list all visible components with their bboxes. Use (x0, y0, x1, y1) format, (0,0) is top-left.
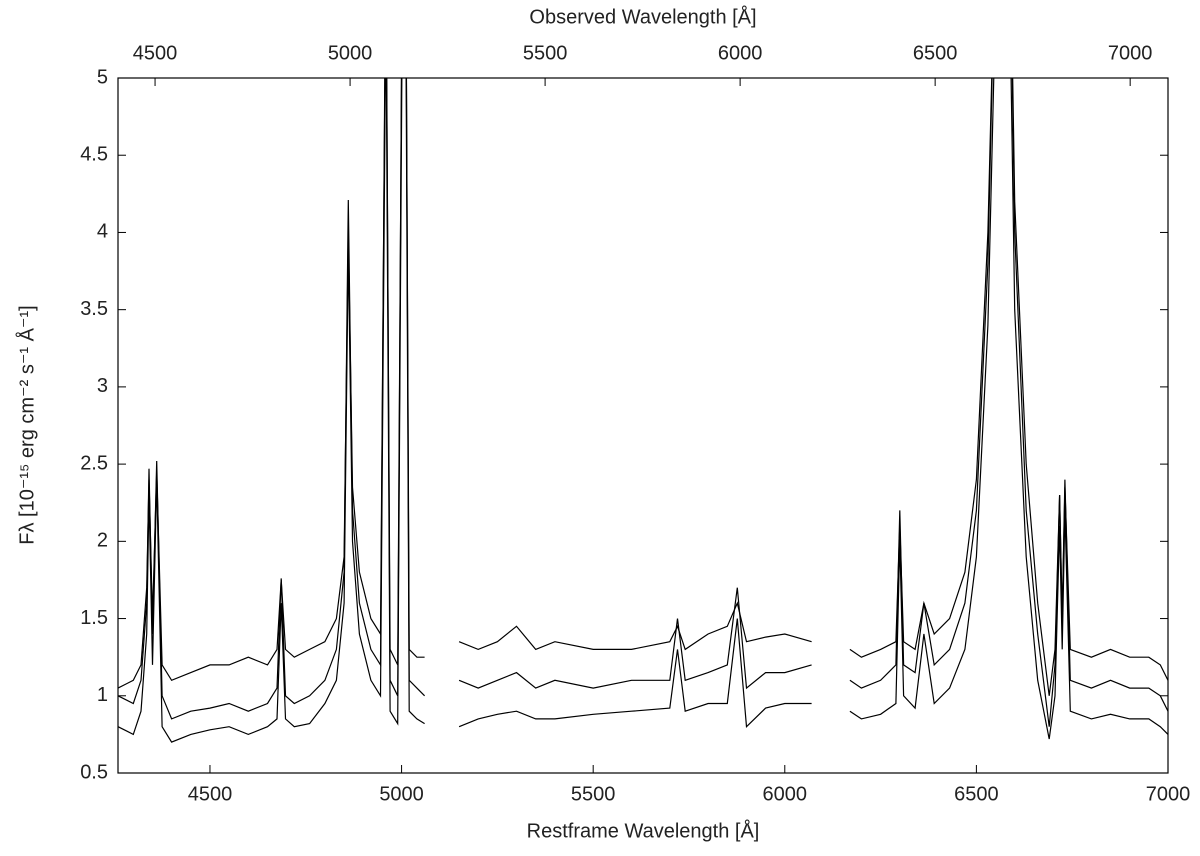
x-tick-label: 7000 (1146, 783, 1191, 805)
spectrum-line (118, 78, 1168, 727)
x2-tick-label: 5000 (328, 42, 373, 64)
x-tick-label: 6500 (954, 783, 999, 805)
x2-tick-label: 6000 (718, 42, 763, 64)
plot-frame (117, 77, 1169, 774)
y-tick-label: 2 (97, 530, 108, 552)
y-tick-label: 1 (97, 684, 108, 706)
x2-axis-label: Observed Wavelength [Å] (529, 5, 756, 28)
y-tick-label: 1.5 (80, 607, 108, 629)
x2-tick-label: 4500 (133, 42, 178, 64)
x2-tick-label: 5500 (523, 42, 568, 64)
y-tick-label: 4.5 (80, 144, 108, 166)
y-tick-label: 3.5 (80, 298, 108, 320)
x-tick-label: 5500 (571, 783, 616, 805)
x2-tick-label: 7000 (1108, 42, 1153, 64)
x-tick-label: 5000 (379, 783, 424, 805)
x-tick-label: 6000 (763, 783, 808, 805)
y-tick-label: 4 (97, 221, 108, 243)
y-tick-label: 0.5 (80, 761, 108, 783)
x-axis-label: Restframe Wavelength [Å] (527, 819, 760, 842)
y-tick-label: 2.5 (80, 452, 108, 474)
spectrum-line (118, 78, 1168, 743)
x2-tick-label: 6500 (913, 42, 958, 64)
y-tick-label: 5 (97, 66, 108, 88)
x-tick-label: 4500 (188, 783, 233, 805)
spectrum-line (118, 78, 1168, 696)
y-tick-label: 3 (97, 375, 108, 397)
y-axis-label: Fλ [10⁻¹⁵ erg cm⁻² s⁻¹ Å⁻¹] (15, 305, 38, 544)
